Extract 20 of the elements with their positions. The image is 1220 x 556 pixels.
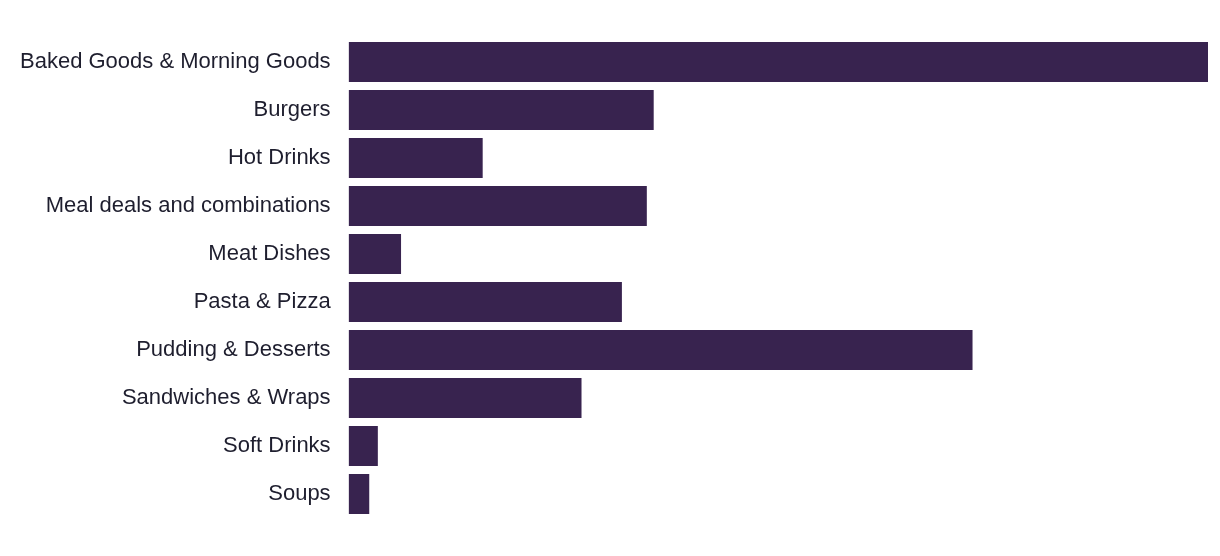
y-tick-label: Meal deals and combinations: [45, 192, 331, 218]
bar: [348, 90, 654, 130]
bar: [348, 186, 647, 226]
y-tick-label: Sandwiches & Wraps: [121, 384, 331, 410]
bar: [348, 234, 402, 274]
y-tick-label: Soups: [268, 480, 331, 506]
y-tick-label: Baked Goods & Morning Goods: [20, 48, 331, 74]
bar: [348, 330, 973, 370]
y-tick-label: Pasta & Pizza: [193, 288, 332, 314]
bar: [348, 378, 582, 418]
y-tick-label: Pudding & Desserts: [136, 336, 331, 362]
bar: [348, 426, 378, 466]
bar: [348, 138, 483, 178]
y-tick-label: Hot Drinks: [227, 144, 331, 170]
y-tick-label: Burgers: [253, 96, 331, 122]
y-tick-label: Meat Dishes: [208, 240, 331, 266]
bar: [348, 42, 1208, 82]
y-tick-label: Soft Drinks: [223, 432, 331, 458]
bar: [348, 282, 622, 322]
bar: [348, 474, 370, 514]
